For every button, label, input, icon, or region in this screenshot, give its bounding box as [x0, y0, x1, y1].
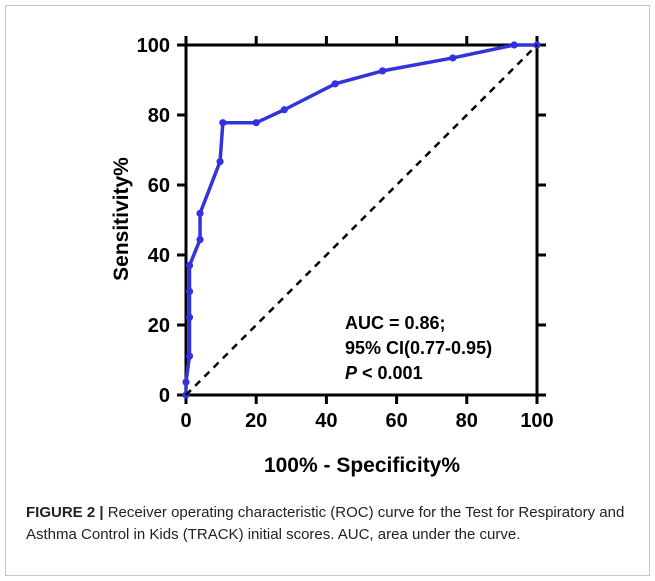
roc-curve-point — [219, 119, 227, 127]
roc-curve-point — [196, 209, 204, 217]
x-tick-label: 40 — [315, 410, 337, 432]
roc-curve-point — [216, 157, 224, 166]
y-axis-label: Sensitivity% — [110, 157, 133, 281]
roc-curve-point — [510, 41, 518, 49]
roc-curve-point — [185, 261, 194, 270]
caption-label: FIGURE 2 | — [26, 504, 104, 521]
annotation-auc: AUC = 0.86; — [345, 313, 446, 333]
x-axis-label: 100% - Specificity% — [264, 454, 460, 477]
caption-text: Receiver operating characteristic (ROC) … — [26, 504, 625, 543]
y-tick-label: 60 — [148, 175, 170, 197]
roc-curve-point — [185, 287, 194, 295]
roc-curve-point — [252, 119, 260, 127]
roc-curve-point — [182, 378, 190, 386]
figure-caption: FIGURE 2 | Receiver operating characteri… — [26, 502, 626, 546]
y-tick-label: 80 — [148, 105, 170, 127]
x-tick-label: 100 — [520, 410, 553, 432]
y-tick-label: 0 — [159, 385, 170, 407]
roc-curve-point — [185, 313, 194, 321]
reference-diagonal-line — [185, 44, 538, 396]
roc-curve-point — [280, 106, 288, 114]
y-tick-label: 100 — [137, 35, 170, 57]
x-tick-label: 0 — [180, 410, 191, 432]
roc-curve-point — [449, 54, 457, 62]
plot-border — [184, 43, 539, 397]
x-tick-label: 20 — [245, 410, 267, 432]
x-tick-label: 60 — [385, 410, 407, 432]
annotation-p-value: P < 0.001 — [345, 363, 423, 383]
y-tick-label: 20 — [148, 315, 170, 337]
roc-chart: 0 20 40 60 80 100 0 20 40 60 80 100 100% - Specific… — [110, 35, 554, 477]
plot-area: 0 20 40 60 80 100 0 20 40 60 80 100 — [137, 35, 554, 432]
roc-curve-point — [185, 352, 194, 360]
figure-frame — [5, 5, 650, 576]
annotation-ci: 95% CI(0.77-0.95) — [345, 338, 492, 358]
annotation-p-threshold: < 0.001 — [357, 363, 423, 383]
roc-curve-point — [196, 236, 204, 244]
annotation-p-symbol: P — [345, 363, 358, 383]
roc-curve-point — [378, 67, 387, 75]
x-tick-label: 80 — [456, 410, 478, 432]
roc-curve-point — [331, 80, 339, 88]
y-tick-label: 40 — [148, 245, 170, 267]
